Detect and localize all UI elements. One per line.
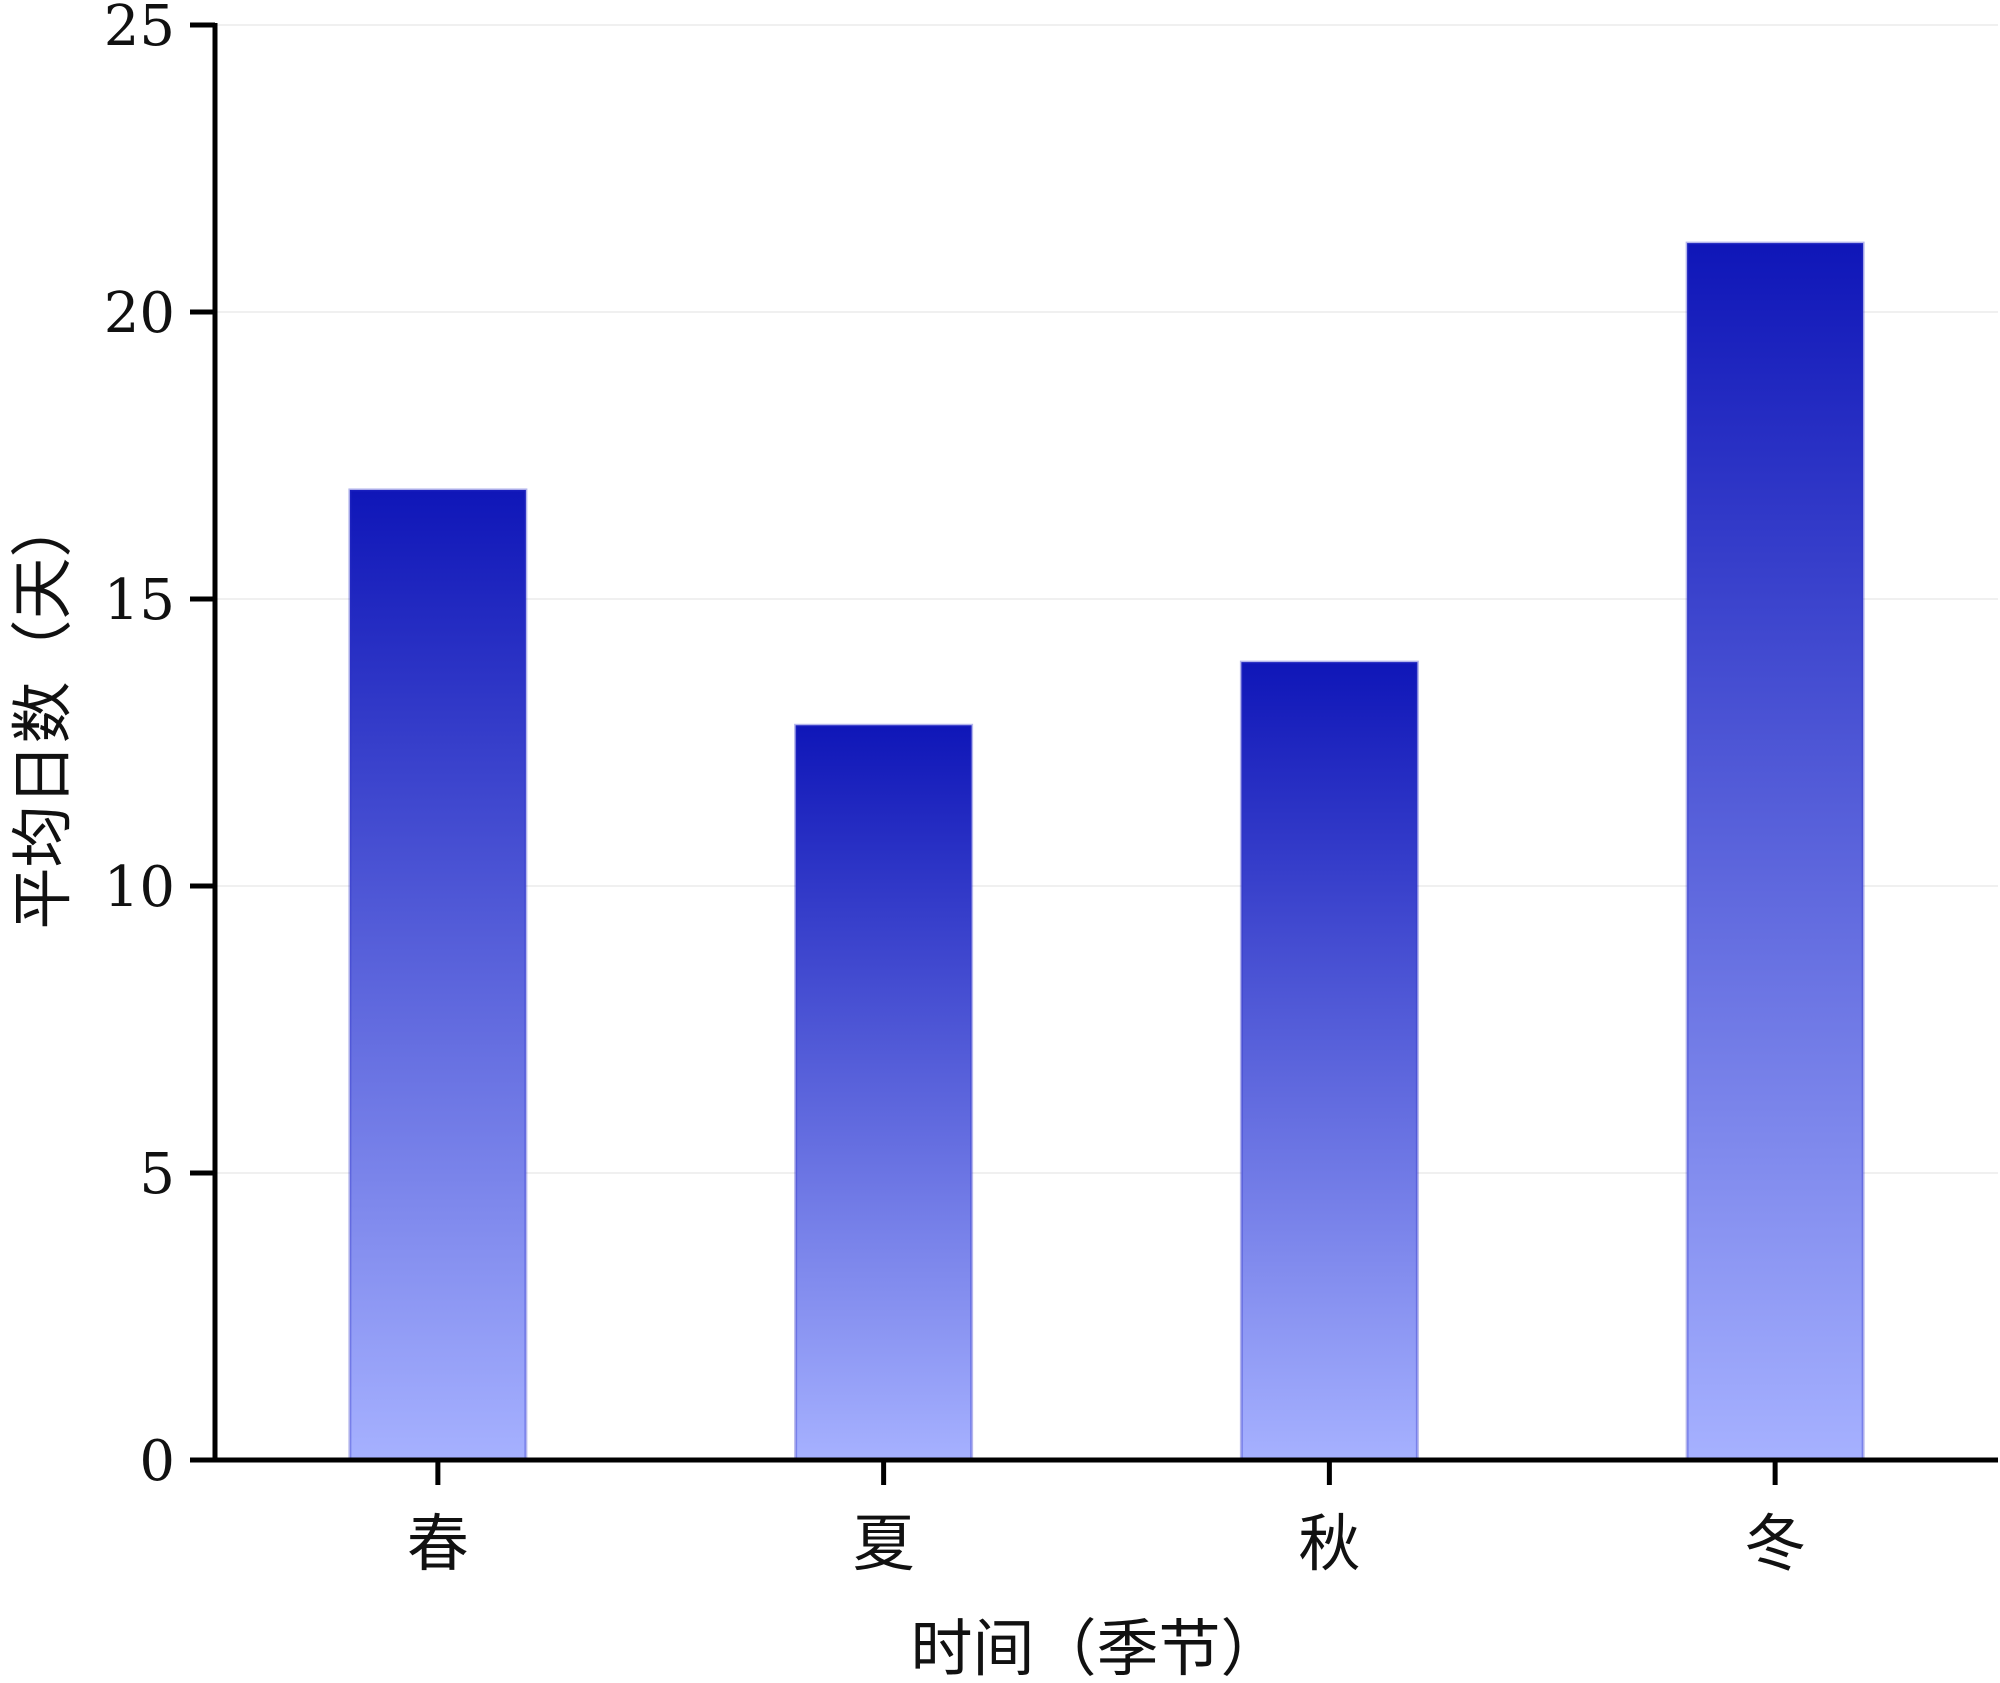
y-tick-label: 0 (139, 1429, 175, 1494)
bar-1 (348, 488, 528, 1462)
bar-4 (1685, 241, 1865, 1462)
y-tick-label: 5 (139, 1142, 175, 1207)
y-tick-label: 10 (104, 855, 175, 920)
axes (190, 23, 1998, 1463)
y-tick-label: 25 (104, 0, 175, 59)
bar-2 (794, 723, 974, 1462)
y-tick-label: 15 (104, 568, 175, 633)
x-axis-title: 时间（季节） (910, 1612, 1282, 1683)
y-axis-title: 平均日数（天） (6, 495, 79, 929)
bars (348, 241, 1865, 1462)
bar-3 (1239, 660, 1419, 1462)
x-ticks: 春夏秋冬 (407, 1460, 1806, 1580)
y-tick-label: 20 (104, 281, 175, 346)
y-ticks: 0 5 10 15 20 25 (104, 0, 215, 1494)
x-category-label: 秋 (1298, 1507, 1360, 1580)
x-category-label: 春 (407, 1507, 469, 1580)
x-category-label: 冬 (1744, 1507, 1806, 1580)
x-category-label: 夏 (853, 1507, 915, 1580)
